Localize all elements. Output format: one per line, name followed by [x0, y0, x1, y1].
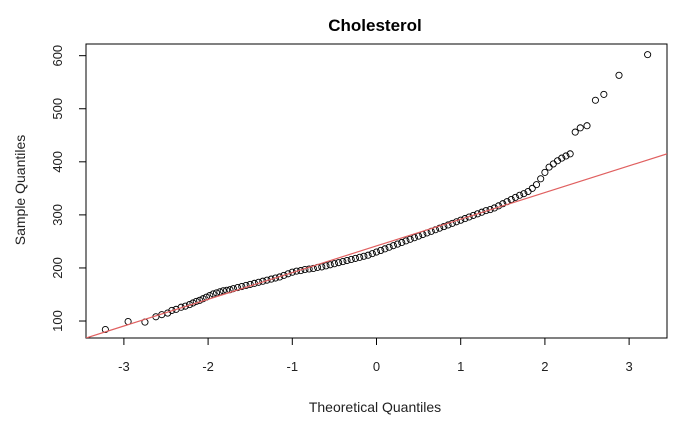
- plot-area: -3 -2 -1 0 1 2 3 100 200 300 400 500 600: [50, 45, 667, 374]
- data-point: [440, 223, 448, 231]
- x-tick-label: 2: [541, 359, 548, 374]
- data-point: [410, 234, 418, 242]
- data-point: [486, 206, 494, 214]
- data-point: [562, 152, 570, 160]
- y-tick-label: 500: [50, 98, 65, 120]
- data-point: [576, 124, 584, 132]
- data-point: [499, 200, 507, 208]
- data-point: [330, 260, 338, 268]
- y-tick-label: 400: [50, 151, 65, 173]
- data-point: [234, 284, 242, 292]
- x-tick-label: 3: [625, 359, 632, 374]
- data-point: [284, 270, 292, 278]
- data-point: [566, 150, 574, 158]
- data-point: [271, 274, 280, 282]
- x-tick-label: -3: [118, 359, 130, 374]
- data-point: [520, 190, 528, 198]
- data-point: [507, 195, 515, 204]
- data-point: [280, 271, 288, 279]
- y-tick-label: 100: [50, 310, 65, 332]
- data-point: [591, 96, 599, 104]
- data-point: [318, 263, 326, 271]
- data-point: [101, 325, 109, 334]
- data-point: [335, 259, 343, 267]
- data-point: [364, 251, 372, 259]
- x-axis-title: Theoretical Quantiles: [309, 399, 441, 415]
- data-point: [196, 296, 204, 304]
- y-axis-title: Sample Quantiles: [12, 135, 28, 246]
- data-point: [192, 297, 200, 305]
- data-point: [406, 235, 414, 243]
- data-point: [402, 237, 410, 245]
- data-point: [436, 224, 444, 232]
- data-point: [377, 246, 385, 254]
- data-point: [444, 221, 452, 229]
- data-point: [267, 275, 275, 283]
- data-point: [389, 242, 397, 250]
- data-point: [322, 262, 330, 270]
- data-point: [571, 128, 579, 136]
- data-point: [238, 282, 246, 291]
- data-point: [372, 248, 381, 256]
- data-point: [209, 290, 217, 298]
- data-point: [473, 210, 482, 218]
- data-point: [181, 302, 189, 310]
- data-point: [343, 256, 351, 265]
- y-tick-label: 200: [50, 257, 65, 279]
- data-point: [415, 232, 423, 240]
- chart-title: Cholesterol: [328, 16, 422, 35]
- data-point: [516, 191, 524, 199]
- data-point: [600, 90, 608, 98]
- data-point: [541, 168, 549, 176]
- data-point: [511, 193, 519, 201]
- data-point: [347, 255, 355, 264]
- data-point: [398, 238, 406, 247]
- x-tick-label: 0: [373, 359, 380, 374]
- data-point: [583, 122, 591, 130]
- x-tick-label: -1: [287, 359, 299, 374]
- data-point: [528, 184, 536, 192]
- data-point: [212, 289, 221, 297]
- data-point: [360, 252, 368, 260]
- data-point: [305, 265, 313, 273]
- data-point: [537, 175, 545, 183]
- plot-frame: [85, 43, 668, 339]
- data-point: [381, 245, 389, 253]
- data-point: [469, 211, 477, 219]
- data-point: [558, 154, 566, 162]
- data-point: [326, 261, 334, 269]
- data-point: [644, 51, 652, 59]
- data-point: [615, 71, 623, 79]
- data-point: [216, 288, 224, 296]
- y-tick-label: 300: [50, 204, 65, 226]
- data-point: [368, 250, 376, 258]
- data-point: [199, 295, 207, 303]
- data-point: [532, 181, 541, 189]
- data-point: [478, 208, 486, 216]
- data-point: [339, 258, 347, 266]
- plot-content: [86, 51, 667, 338]
- x-tick-label: -2: [202, 359, 214, 374]
- data-point: [549, 160, 557, 168]
- data-point: [292, 267, 301, 275]
- y-tick-label: 600: [50, 45, 65, 67]
- data-point: [242, 281, 250, 290]
- qq-reference-line: [86, 153, 667, 338]
- data-point: [394, 240, 402, 248]
- data-point: [351, 254, 359, 262]
- x-tick-label: 1: [457, 359, 464, 374]
- data-point: [385, 243, 393, 251]
- data-point: [545, 163, 553, 171]
- data-point: [356, 253, 364, 261]
